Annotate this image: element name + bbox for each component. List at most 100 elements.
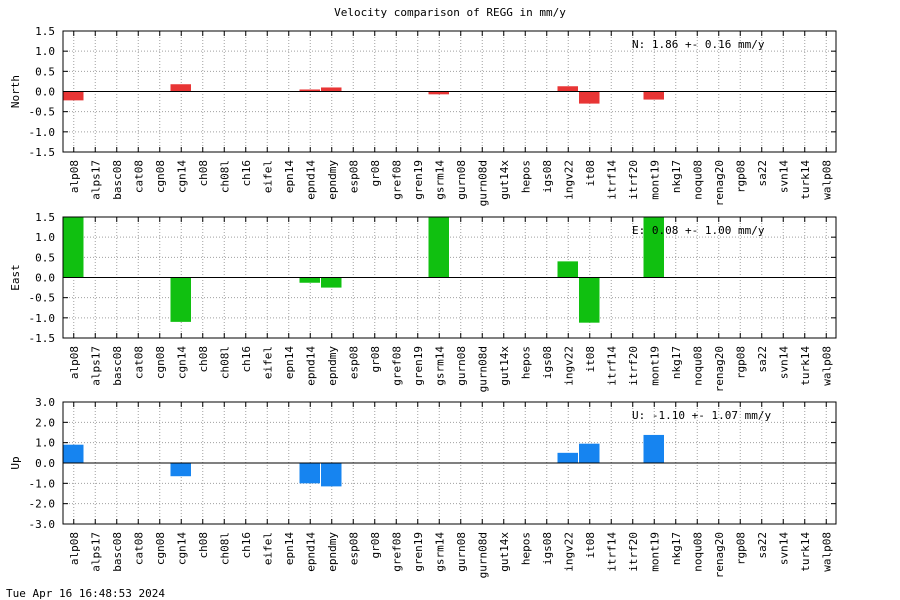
x-tick-label: cat08 [132, 346, 145, 379]
x-tick-label: sa22 [756, 346, 769, 373]
x-tick-label: basc08 [111, 532, 124, 572]
x-tick-label: epn14 [283, 532, 296, 565]
y-tick-label: 2.0 [35, 416, 55, 429]
bar-epnd14 [299, 277, 320, 283]
x-tick-label: epn14 [283, 346, 296, 379]
x-tick-label: epn14 [283, 160, 296, 193]
x-tick-label: gurn08 [455, 532, 468, 572]
x-tick-label: gut14x [498, 160, 511, 200]
x-tick-label: gurn08d [476, 346, 489, 392]
y-tick-label: -2.0 [29, 498, 56, 511]
x-tick-label: cat08 [132, 532, 145, 565]
plot-frame [62, 401, 837, 525]
y-tick-label: 1.0 [35, 437, 55, 450]
x-tick-label: alp08 [68, 346, 81, 379]
x-tick-label: noqu08 [691, 532, 704, 572]
x-tick-label: itrf20 [627, 160, 640, 200]
x-tick-label: gref08 [390, 160, 403, 200]
y-tick-label: 0.0 [35, 86, 55, 99]
x-tick-label: renag20 [713, 160, 726, 206]
bar-alp08 [63, 91, 84, 101]
y-axis-label: East [9, 264, 22, 291]
x-tick-label: ch16 [240, 160, 253, 187]
x-tick-label: rgp08 [734, 346, 747, 379]
x-tick-label: ingv22 [562, 160, 575, 200]
x-tick-label: nkg17 [670, 346, 683, 379]
x-tick-label: cgn14 [175, 160, 188, 193]
x-tick-label: basc08 [111, 160, 124, 200]
y-tick-label: 1.0 [35, 231, 55, 244]
y-tick-label: -1.5 [29, 146, 56, 159]
x-tick-label: sa22 [756, 160, 769, 187]
x-tick-label: epnd14 [304, 160, 317, 200]
x-tick-label: eifel [261, 532, 274, 565]
bar-ingv22 [557, 261, 578, 278]
bar-gsrm14 [428, 91, 449, 95]
summary-annotation: E: 0.08 +- 1.00 mm/y [632, 224, 765, 237]
x-tick-label: ch08l [218, 346, 231, 379]
y-tick-label: -0.5 [29, 106, 56, 119]
x-tick-label: epnd14 [304, 346, 317, 386]
x-tick-label: epndmy [326, 160, 339, 200]
bar-ingv22 [557, 86, 578, 92]
x-tick-label: itrf20 [627, 532, 640, 572]
x-tick-label: renag20 [713, 532, 726, 578]
bar-cgn14 [170, 277, 191, 322]
bar-it08 [579, 91, 600, 104]
y-tick-label: -1.0 [29, 477, 56, 490]
x-tick-label: itrf20 [627, 346, 640, 386]
x-tick-label: gren19 [412, 160, 425, 200]
y-axis-label: Up [9, 456, 22, 469]
x-tick-label: igs08 [541, 160, 554, 193]
y-tick-label: 0.5 [35, 251, 55, 264]
y-tick-label: 1.0 [35, 45, 55, 58]
x-tick-label: it08 [584, 160, 597, 187]
x-tick-label: alps17 [89, 532, 102, 572]
x-tick-label: gsrm14 [433, 160, 446, 200]
bar-mont19 [643, 217, 664, 278]
x-tick-label: cgn14 [175, 532, 188, 565]
x-tick-label: gurn08d [476, 532, 489, 578]
x-tick-label: epndmy [326, 532, 339, 572]
x-tick-label: it08 [584, 346, 597, 373]
x-tick-label: ch08l [218, 160, 231, 193]
y-tick-label: -1.0 [29, 126, 56, 139]
x-tick-label: noqu08 [691, 160, 704, 200]
panel-up: 3.0 2.0 1.0 0.0 -1.0 -2.0 -3.0 Up U: -1.10 +- 1.… [9, 396, 837, 578]
x-tick-label: alps17 [89, 160, 102, 200]
x-tick-label: basc08 [111, 346, 124, 386]
x-tick-label: turk14 [799, 160, 812, 200]
x-tick-label: walp08 [820, 346, 833, 386]
bar-gsrm14 [428, 217, 449, 278]
x-tick-label: walp08 [820, 532, 833, 572]
bar-mont19 [643, 434, 664, 463]
x-tick-label: turk14 [799, 346, 812, 386]
x-tick-label: gurn08d [476, 160, 489, 206]
x-tick-label: renag20 [713, 346, 726, 392]
x-tick-label: ch16 [240, 532, 253, 559]
bar-alp08 [63, 444, 84, 463]
x-tick-label: alp08 [68, 160, 81, 193]
x-tick-label: gref08 [390, 532, 403, 572]
x-tick-label: gren19 [412, 346, 425, 386]
x-tick-label: mont19 [648, 160, 661, 200]
x-tick-label: gr08 [369, 346, 382, 373]
bar-alp08 [63, 217, 84, 278]
x-tick-label: gsrm14 [433, 346, 446, 386]
x-tick-label: igs08 [541, 346, 554, 379]
bar-epnd14 [299, 89, 320, 92]
x-tick-label: itrf14 [605, 532, 618, 572]
bar-it08 [579, 443, 600, 463]
x-tick-label: cgn14 [175, 346, 188, 379]
x-tick-label: eifel [261, 346, 274, 379]
x-tick-label: hepos [519, 160, 532, 193]
timestamp-footer: Tue Apr 16 16:48:53 2024 [6, 587, 165, 600]
x-tick-label: gr08 [369, 532, 382, 559]
bar-epnd14 [299, 463, 320, 484]
x-tick-label: nkg17 [670, 160, 683, 193]
x-tick-label: it08 [584, 532, 597, 559]
x-tick-label: cgn08 [154, 160, 167, 193]
x-tick-label: nkg17 [670, 532, 683, 565]
x-tick-label: esp08 [347, 160, 360, 193]
